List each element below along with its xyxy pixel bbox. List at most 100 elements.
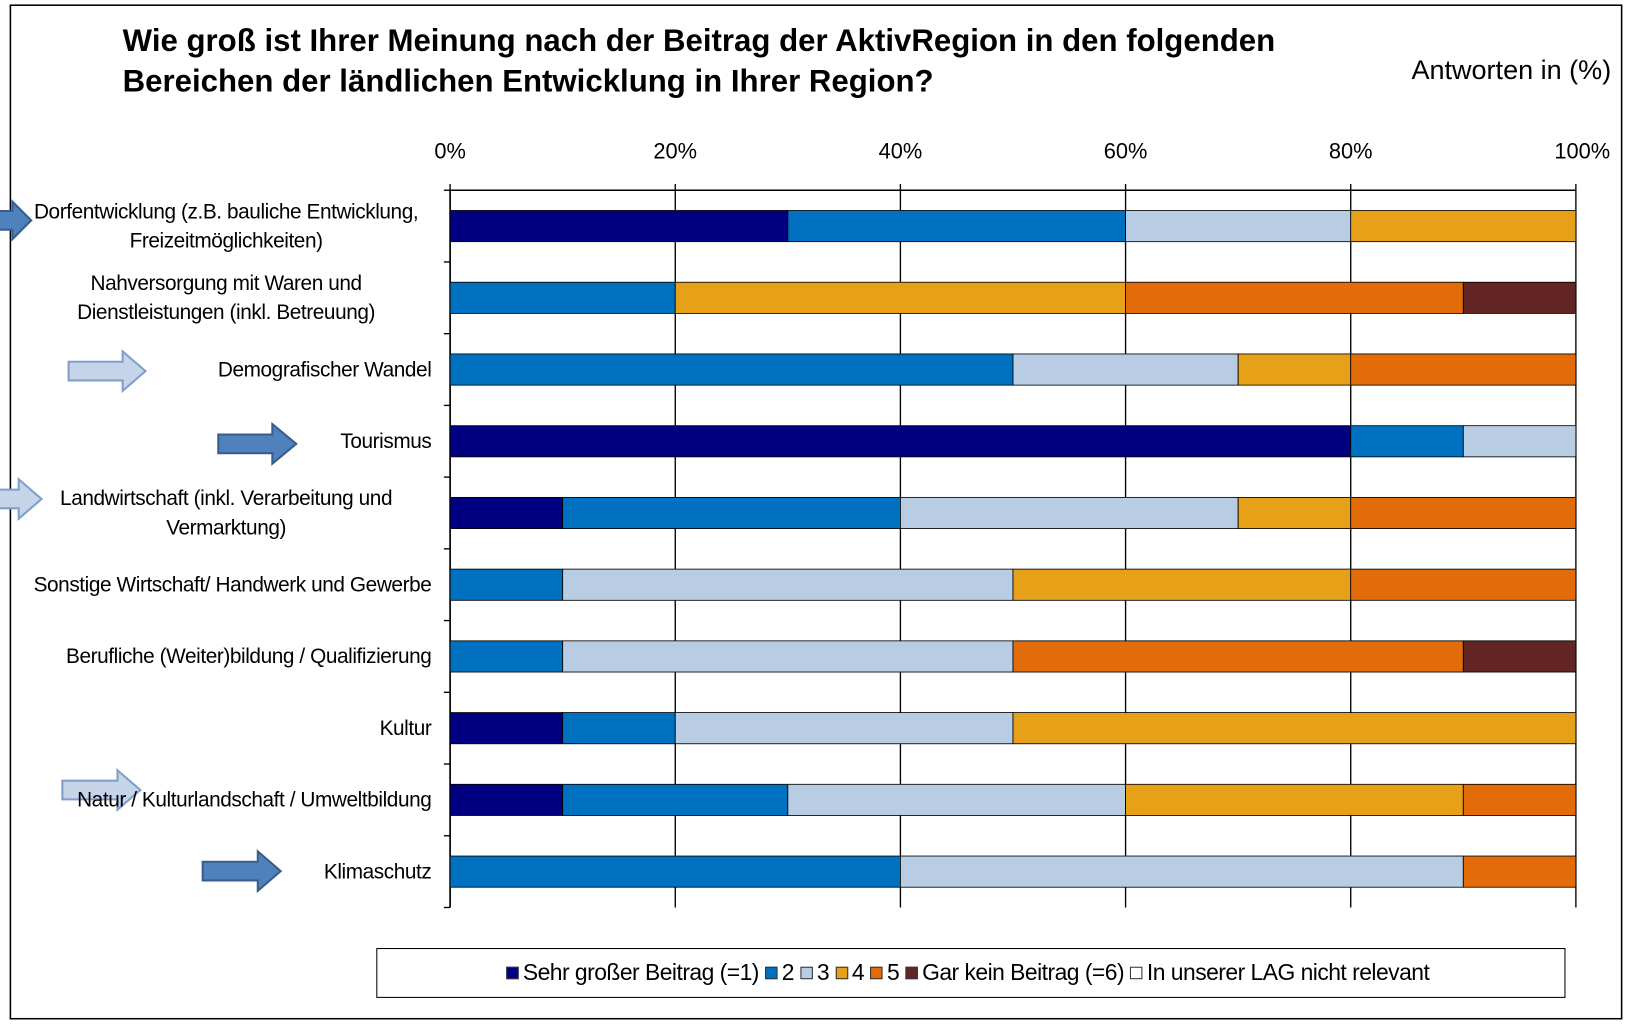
y-tick-label: Kultur	[379, 716, 432, 740]
bar-segment	[1125, 210, 1352, 243]
category-label-box: Berufliche (Weiter)bildung / Qualifizier…	[21, 621, 432, 693]
category-label-box: Nahversorgung mit Waren und Dienstleistu…	[21, 262, 432, 334]
bar-segment	[1462, 783, 1577, 816]
arrows	[0, 199, 298, 894]
arrow	[201, 849, 283, 894]
bar-segment	[562, 496, 901, 530]
bar-segment	[449, 353, 1014, 386]
bar-segment	[449, 568, 564, 601]
bar-segment	[674, 712, 1014, 745]
bar-segment	[1350, 353, 1577, 386]
y-tick-label: Demografischer Wandel	[217, 358, 432, 381]
bar-segment	[1012, 353, 1239, 386]
y-tick-label: Tourismus	[340, 429, 432, 453]
bar-segment	[899, 855, 1464, 888]
legend-label: In unserer LAG nicht relevant	[1146, 959, 1430, 986]
y-tick-label: Landwirtschaft (inkl. Verarbeitung und V…	[60, 487, 393, 539]
bar-segment	[449, 210, 789, 243]
bar-segment	[562, 568, 1014, 601]
arrow	[217, 421, 298, 466]
legend-label: 3	[816, 959, 830, 986]
legend-label: Gar kein Beitrag (=6)	[922, 959, 1125, 986]
legend-item: 4	[835, 959, 865, 986]
bar-segment	[1462, 281, 1577, 314]
legend-swatch	[870, 966, 883, 980]
x-tick-label: 40%	[879, 139, 923, 164]
legend-item: Gar kein Beitrag (=6)	[905, 959, 1125, 986]
x-tick-label: 0%	[434, 139, 466, 164]
category-label-box: Natur / Kulturlandschaft / Umweltbildung	[21, 764, 432, 836]
bar-segment	[1012, 640, 1464, 673]
category-label-box: Kultur	[21, 692, 432, 764]
bar-segment	[1237, 496, 1352, 530]
bar-segment	[1350, 568, 1577, 601]
legend-item: Sehr großer Beitrag (=1)	[506, 959, 759, 986]
y-tick-label: Nahversorgung mit Waren und Dienstleistu…	[77, 271, 376, 324]
bar-segment	[449, 281, 676, 314]
category-label-box: Landwirtschaft (inkl. Verarbeitung und V…	[21, 477, 432, 549]
bar-segment	[1012, 568, 1352, 601]
arrow	[0, 476, 44, 521]
y-tick-label: Klimaschutz	[323, 860, 432, 884]
bar-segment	[1125, 783, 1464, 816]
bar-segment	[449, 496, 564, 530]
chart-subtitle: Antworten in (%)	[1411, 54, 1612, 86]
legend-item: 5	[870, 959, 900, 986]
legend-swatch	[506, 966, 519, 980]
bar-segment	[1462, 640, 1577, 673]
bar-segment	[1237, 353, 1352, 386]
bar-segment	[562, 783, 789, 816]
bar-segment	[787, 783, 1126, 816]
bar-segment	[449, 425, 1352, 458]
arrow	[61, 767, 142, 813]
frame-border	[9, 4, 1623, 1020]
category-label-box: Tourismus	[21, 405, 432, 477]
legend-label: 5	[886, 959, 900, 986]
bar-segment	[449, 855, 901, 888]
arrow	[0, 199, 33, 242]
bar-segment	[1350, 425, 1464, 458]
legend-item: 2	[765, 959, 794, 986]
bar-segment	[1350, 496, 1577, 530]
bar-segment	[1462, 855, 1577, 888]
x-tick-label: 60%	[1104, 139, 1148, 164]
category-label-box: Klimaschutz	[21, 836, 432, 908]
legend-item: 3	[800, 959, 830, 986]
y-tick-label: Sonstige Wirtschaft/ Handwerk und Gewerb…	[33, 573, 432, 597]
x-tick-label: 100%	[1554, 139, 1610, 164]
y-tick-label: Dorfentwicklung (z.B. bauliche Entwicklu…	[33, 200, 419, 253]
legend-label: 2	[781, 959, 795, 986]
bar-segment	[674, 281, 1126, 314]
legend-item: In unserer LAG nicht relevant	[1130, 959, 1430, 986]
category-label-box: Sonstige Wirtschaft/ Handwerk und Gewerb…	[21, 549, 432, 621]
legend-swatch	[1130, 966, 1143, 980]
category-label-box: Dorfentwicklung (z.B. bauliche Entwicklu…	[21, 190, 432, 262]
x-tick-label: 20%	[653, 139, 697, 164]
legend-label: 4	[851, 959, 865, 986]
bar-segment	[1462, 425, 1577, 458]
category-label-box: Demografischer Wandel	[21, 334, 432, 406]
bar-segment	[1350, 210, 1577, 243]
bar-segment	[787, 210, 1126, 243]
legend-swatch	[800, 966, 813, 980]
bar-segment	[562, 640, 1014, 673]
bar-segment	[449, 712, 564, 745]
legend-swatch	[905, 966, 918, 980]
bar-segment	[1125, 281, 1464, 314]
x-tick-label: 80%	[1329, 139, 1373, 164]
y-tick-label: Natur / Kulturlandschaft / Umweltbildung	[77, 788, 432, 812]
legend: Sehr großer Beitrag (=1) 2 3 4 5 Gar kein Bei…	[376, 948, 1566, 998]
y-tick-label: Berufliche (Weiter)bildung / Qualifizier…	[66, 645, 432, 668]
bar-segment	[1012, 712, 1577, 745]
bar-segment	[449, 783, 564, 816]
legend-swatch	[835, 966, 848, 980]
arrow	[67, 349, 148, 394]
legend-swatch	[765, 966, 778, 980]
chart-title: Wie groß ist Ihrer Meinung nach der Beit…	[122, 23, 1276, 99]
legend-label: Sehr großer Beitrag (=1)	[522, 959, 760, 986]
bar-segment	[449, 640, 564, 673]
bar-segment	[562, 712, 676, 745]
